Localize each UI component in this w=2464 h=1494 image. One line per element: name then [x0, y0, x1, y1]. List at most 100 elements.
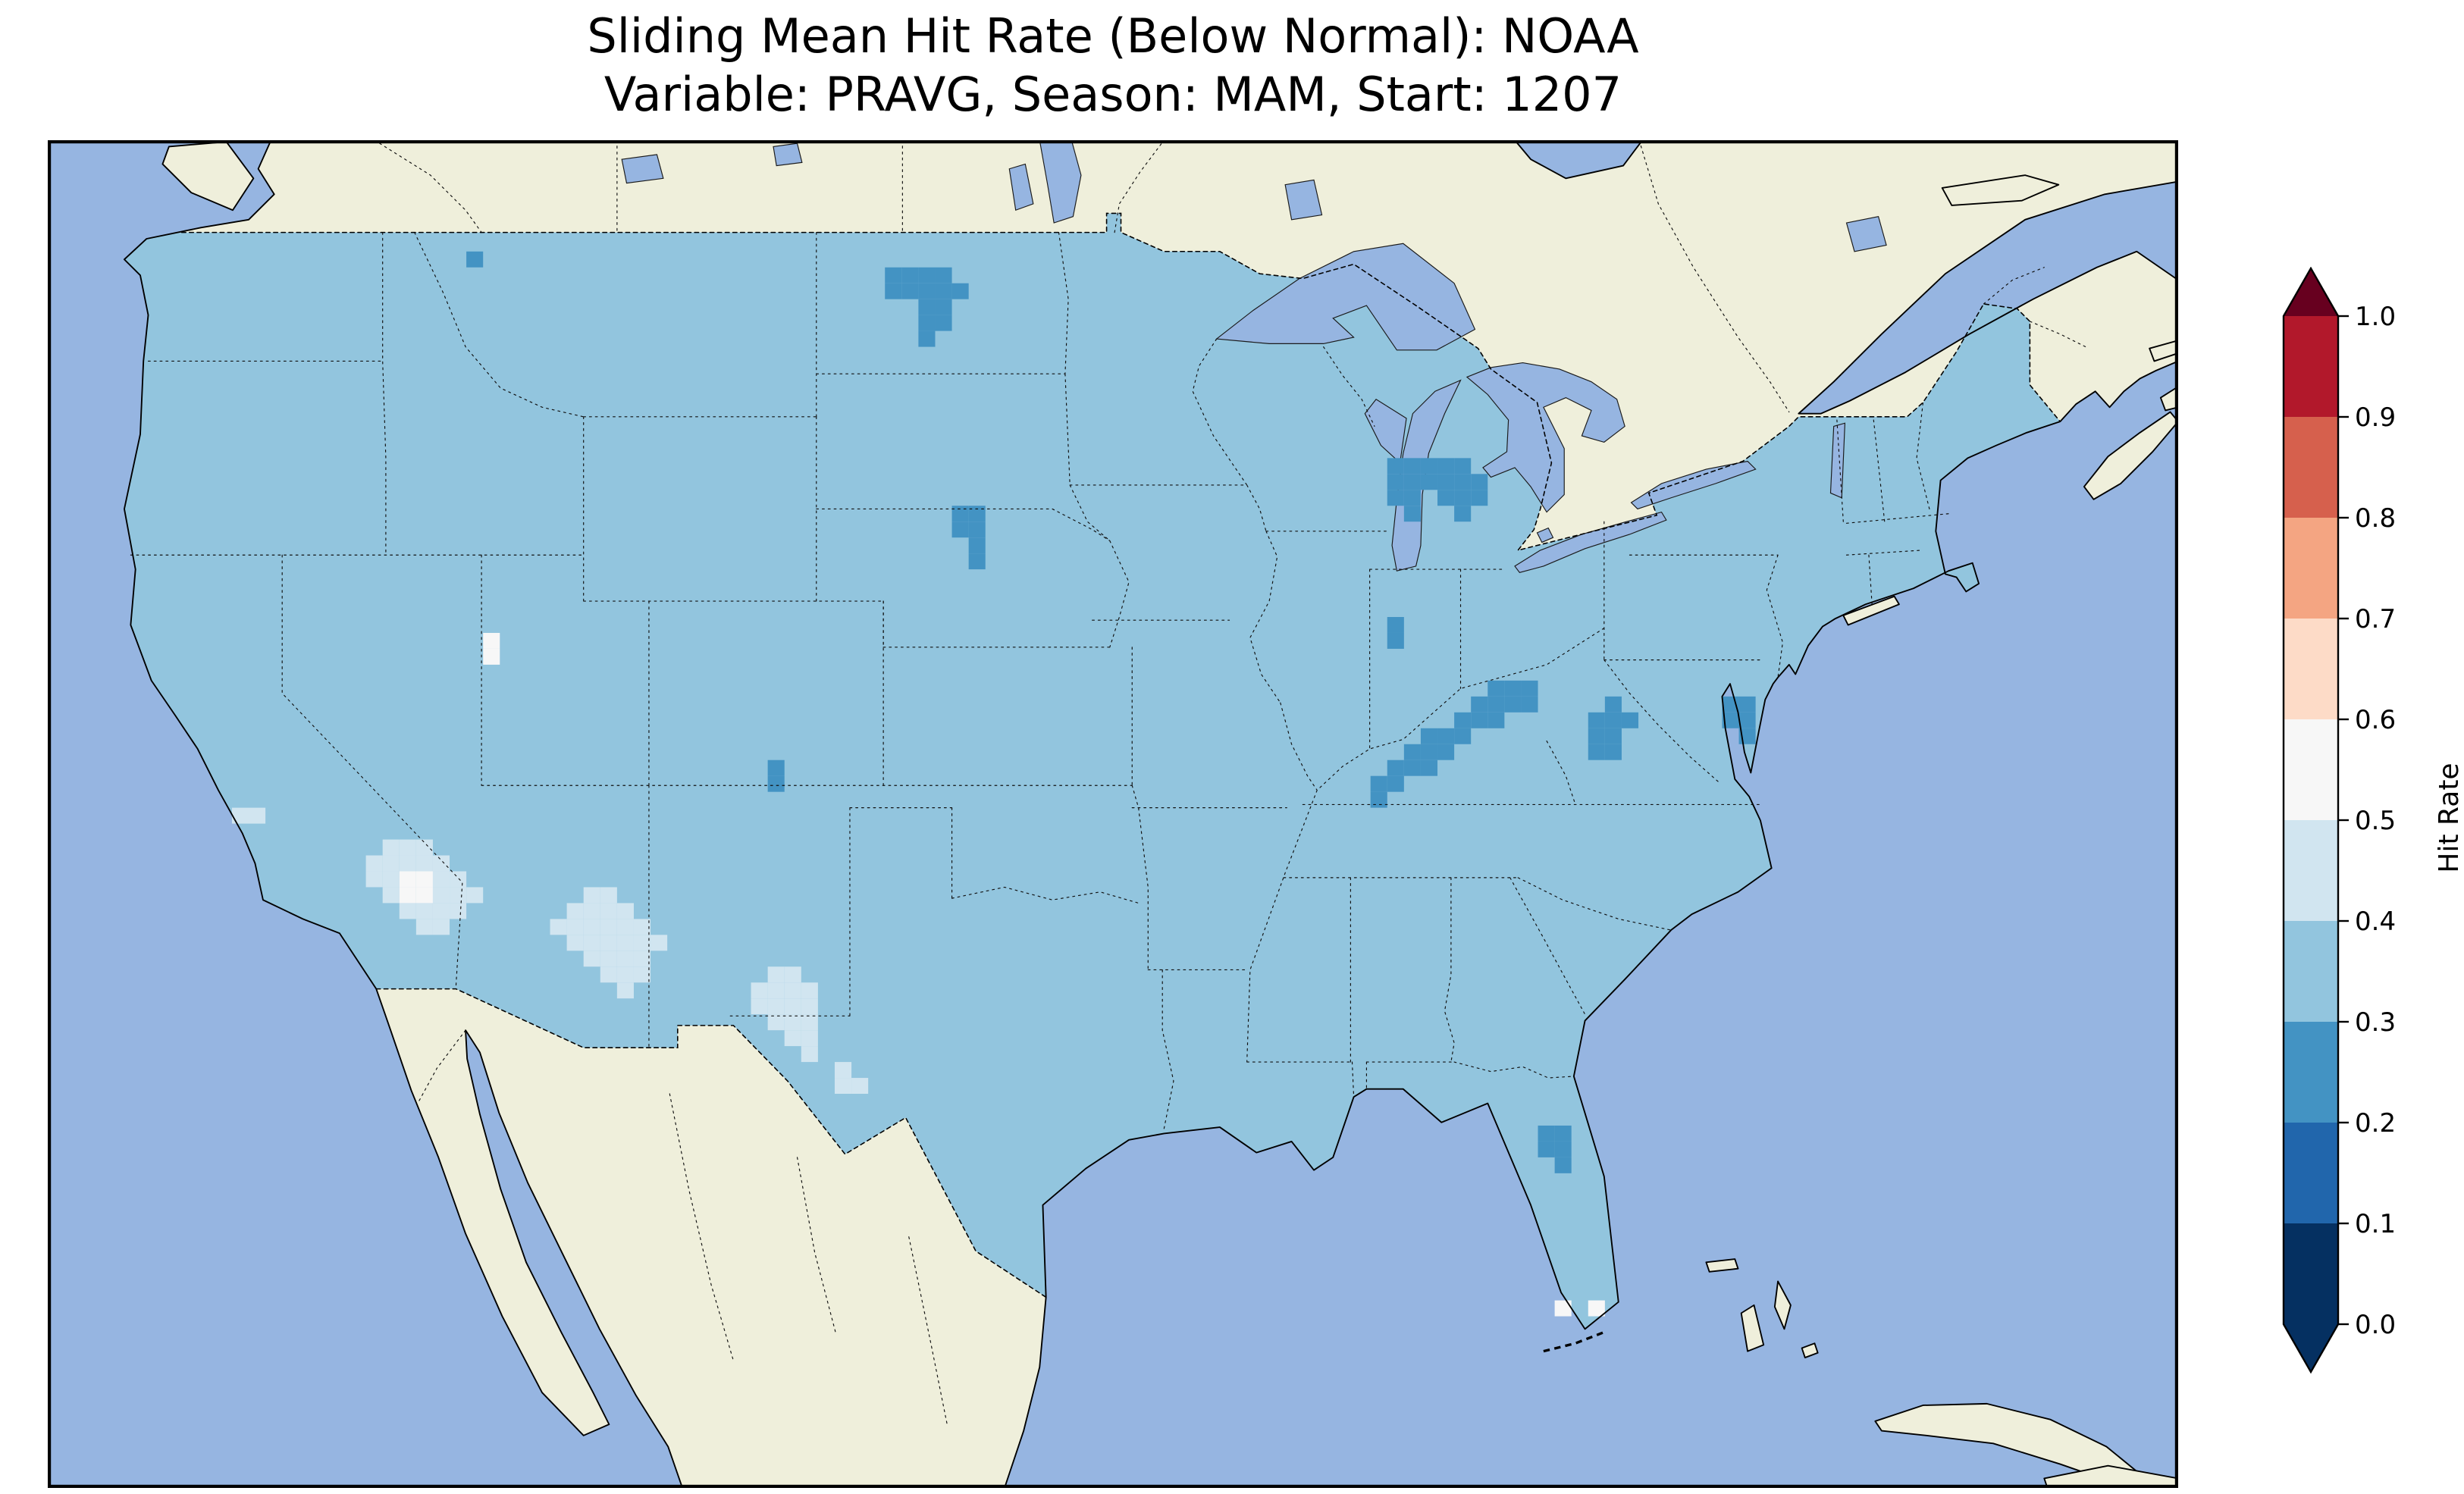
data-cell: [1403, 760, 1421, 776]
colorbar: 1.0 0.9 0.8 0.7 0.6 0.5 0.4 0.3 0.2 0.1 0.0: [2282, 267, 2396, 1374]
data-cell: [432, 855, 450, 872]
data-cell: [1588, 712, 1605, 728]
data-cell: [616, 903, 634, 919]
st-lawrence-estuary: [1798, 181, 2178, 414]
data-cell: [1387, 775, 1404, 792]
data-cell: [1588, 728, 1605, 744]
prairie-lake-1: [621, 154, 664, 184]
data-cell: [935, 283, 952, 299]
data-cell: [616, 935, 634, 951]
data-cell: [600, 903, 617, 919]
atlantic-gulf-ocean: [1004, 361, 2178, 1488]
colorbar-segment: [2284, 316, 2338, 417]
map-frame: [48, 140, 2178, 1488]
data-cell: [583, 919, 600, 935]
data-cell: [784, 1030, 801, 1047]
colorbar-segment: [2284, 1123, 2338, 1223]
data-cell: [399, 887, 416, 904]
colorbar-tick-label: 0.0: [2355, 1310, 2396, 1340]
data-cell: [1454, 458, 1472, 475]
conus-data-region: [124, 213, 2061, 1330]
us-canada-border: [180, 212, 2061, 552]
data-cell: [1420, 458, 1438, 475]
data-cell: [834, 1078, 852, 1095]
data-cell: [550, 919, 567, 935]
data-cell: [415, 919, 433, 935]
colorbar-tick-label: 0.2: [2355, 1108, 2396, 1139]
data-cell: [650, 935, 668, 951]
data-cell: [600, 966, 617, 983]
colorbar-over-triangle: [2284, 268, 2338, 316]
data-cell: [1487, 712, 1505, 728]
james-bay-coastline: [1514, 140, 1644, 180]
data-cell: [1387, 474, 1404, 490]
data-cell: [1437, 744, 1455, 760]
data-cell: [633, 935, 651, 951]
data-cell: [1454, 712, 1472, 728]
data-cell: [1403, 490, 1421, 506]
data-cell: [399, 871, 416, 888]
data-cell: [918, 299, 936, 315]
lake-manitoba: [1008, 163, 1034, 211]
data-cell: [415, 839, 433, 856]
james-bay: [1515, 140, 1643, 179]
data-cell: [583, 951, 600, 967]
data-cell: [901, 283, 919, 299]
data-cell: [1738, 696, 1756, 713]
bahamas-2: [1740, 1304, 1765, 1352]
colorbar-tick-label: 0.6: [2355, 705, 2396, 735]
data-cell: [415, 855, 433, 872]
data-cell: [901, 267, 919, 283]
data-cell: [1538, 1141, 1555, 1157]
bahamas-3: [1773, 1280, 1792, 1330]
data-cell: [1370, 775, 1387, 792]
st-lawrence-coastline: [1798, 180, 2178, 415]
plot-title-line1: Sliding Mean Hit Rate (Below Normal): NO…: [587, 8, 1639, 64]
data-cell: [432, 903, 450, 919]
data-cell: [1403, 474, 1421, 490]
lake-winnipeg: [1039, 140, 1082, 224]
data-cell: [1504, 680, 1522, 697]
data-cell: [1454, 474, 1472, 490]
data-cell: [935, 267, 952, 283]
lake-st-clair: [1536, 527, 1554, 543]
data-cell: [1521, 680, 1538, 697]
data-cell: [767, 982, 785, 999]
data-cell: [801, 998, 818, 1015]
plot-title-line2: Variable: PRAVG, Season: MAM, Start: 120…: [603, 66, 1622, 122]
data-cell: [1554, 1125, 1572, 1142]
data-cell: [834, 1062, 852, 1079]
data-cell: [1604, 712, 1622, 728]
data-cell: [1420, 474, 1438, 490]
data-cell: [1588, 744, 1605, 760]
state-borders-central: [729, 232, 1287, 1129]
colorbar-tick-label: 0.7: [2355, 604, 2396, 634]
province-borders-canada: [374, 140, 2086, 413]
data-cell: [432, 919, 450, 935]
colorbar-segment: [2284, 417, 2338, 518]
data-cell: [784, 982, 801, 999]
data-cell: [1554, 1141, 1572, 1157]
data-cell: [784, 1014, 801, 1031]
colorbar-tick-label: 0.1: [2355, 1209, 2396, 1239]
data-cell: [1387, 617, 1404, 633]
data-cell: [1487, 680, 1505, 697]
data-cell: [918, 330, 936, 347]
colorbar-segment: [2284, 518, 2338, 619]
colorbar-segment: [2284, 619, 2338, 719]
data-cell: [566, 919, 584, 935]
state-borders-east: [1192, 338, 1949, 1098]
data-cell: [801, 982, 818, 999]
data-cell: [1403, 458, 1421, 475]
colorbar-segment: [2284, 921, 2338, 1022]
atlantic-coastline: [1004, 360, 2178, 1488]
data-cell: [1504, 696, 1522, 713]
colorbar-axis-label: Hit Rate: [2433, 763, 2464, 873]
data-cell: [600, 919, 617, 935]
lac-st-jean: [1845, 215, 1887, 252]
data-cell: [1387, 760, 1404, 776]
data-cell: [231, 807, 249, 824]
data-cell: [600, 951, 617, 967]
data-cell: [483, 632, 500, 649]
plot-title: Sliding Mean Hit Rate (Below Normal): NO…: [48, 8, 2178, 124]
